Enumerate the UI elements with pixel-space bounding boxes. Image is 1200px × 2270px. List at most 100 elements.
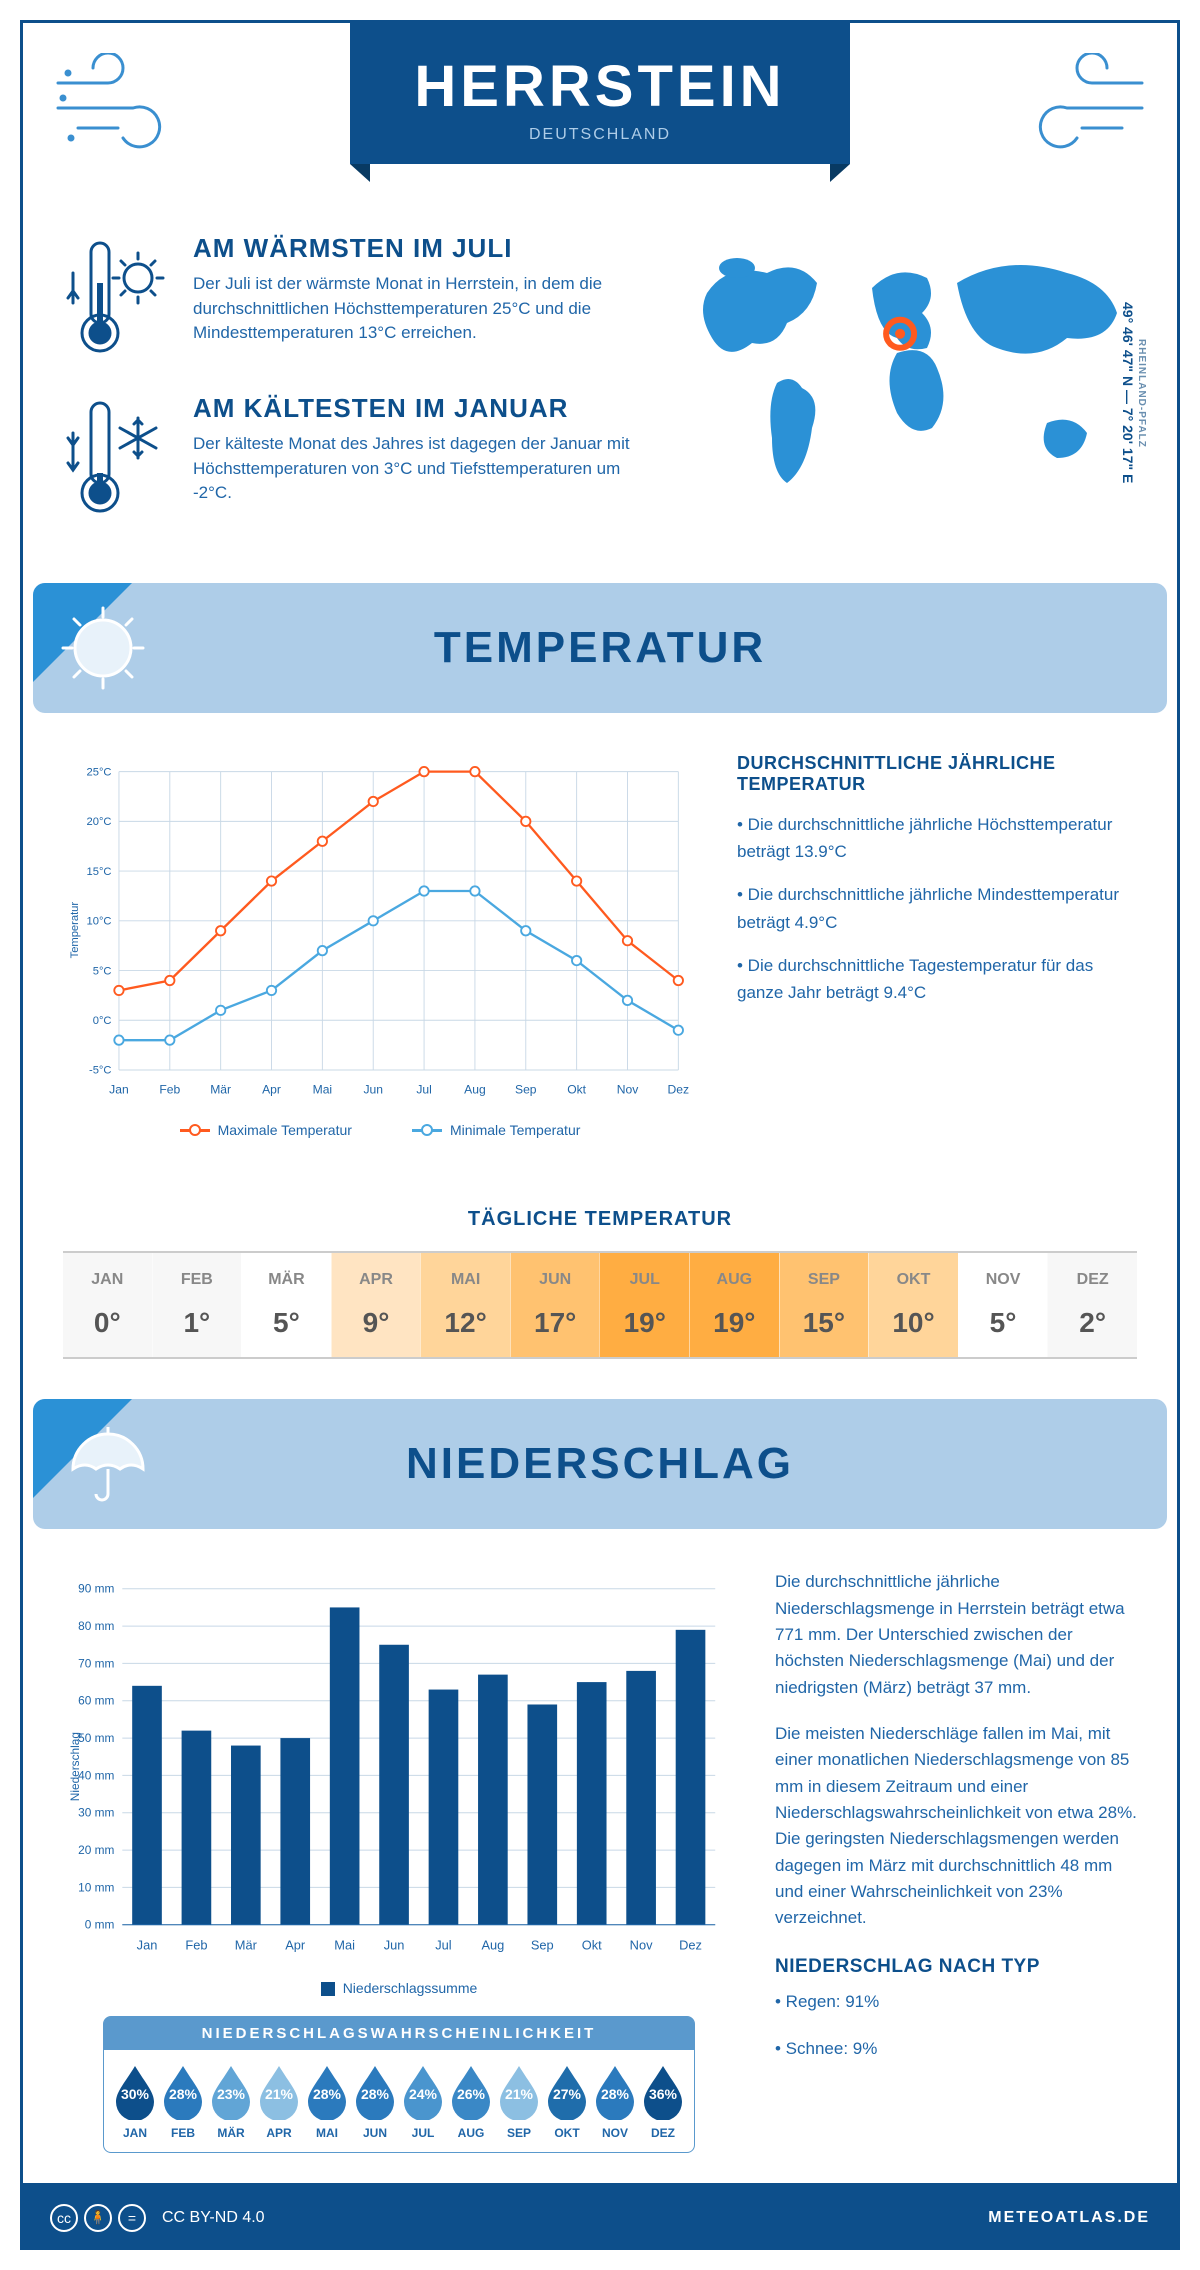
svg-text:20 mm: 20 mm <box>78 1843 114 1857</box>
probability-box: NIEDERSCHLAGSWAHRSCHEINLICHKEIT 30%JAN28… <box>103 2016 695 2153</box>
probability-drop: 28%NOV <box>592 2062 638 2140</box>
svg-text:70 mm: 70 mm <box>78 1657 114 1671</box>
temp-cell: APR9° <box>331 1253 421 1357</box>
probability-drop: 36%DEZ <box>640 2062 686 2140</box>
svg-text:Okt: Okt <box>567 1082 586 1096</box>
license-text: CC BY-ND 4.0 <box>162 2209 265 2227</box>
svg-text:Nov: Nov <box>630 1938 653 1953</box>
warmest-block: AM WÄRMSTEN IM JULI Der Juli ist der wär… <box>63 233 647 363</box>
precip-type-title: NIEDERSCHLAG NACH TYP <box>775 1952 1137 1981</box>
svg-text:90 mm: 90 mm <box>78 1582 114 1596</box>
precip-p2: Die meisten Niederschläge fallen im Mai,… <box>775 1721 1137 1932</box>
nd-icon: = <box>118 2204 146 2232</box>
temperature-chart: -5°C0°C5°C10°C15°C20°C25°CJanFebMärAprMa… <box>63 753 697 1158</box>
city-title: HERRSTEIN <box>350 53 850 120</box>
svg-text:Temperatur: Temperatur <box>69 902 81 959</box>
svg-text:Okt: Okt <box>582 1938 602 1953</box>
precip-type-p1: • Regen: 91% <box>775 1989 1137 2015</box>
temp-cell: SEP15° <box>779 1253 869 1357</box>
thermometer-cold-icon <box>63 393 173 523</box>
temp-cell: FEB1° <box>152 1253 242 1357</box>
svg-text:Aug: Aug <box>464 1082 486 1096</box>
info-section: AM WÄRMSTEN IM JULI Der Juli ist der wär… <box>23 203 1177 573</box>
temp-legend: Maximale Temperatur Minimale Temperatur <box>63 1112 697 1158</box>
precip-p1: Die durchschnittliche jährliche Niedersc… <box>775 1569 1137 1701</box>
svg-text:40 mm: 40 mm <box>78 1769 114 1783</box>
svg-text:10°C: 10°C <box>87 916 112 928</box>
temp-side-p1: • Die durchschnittliche jährliche Höchst… <box>737 811 1137 865</box>
probability-drop: 30%JAN <box>112 2062 158 2140</box>
svg-text:0 mm: 0 mm <box>85 1918 115 1932</box>
precip-title: NIEDERSCHLAG <box>33 1439 1167 1489</box>
temp-side-p3: • Die durchschnittliche Tagestemperatur … <box>737 952 1137 1006</box>
svg-text:Feb: Feb <box>185 1938 207 1953</box>
svg-text:30 mm: 30 mm <box>78 1806 114 1820</box>
temp-cell: JUL19° <box>599 1253 689 1357</box>
precip-text: Die durchschnittliche jährliche Niedersc… <box>775 1569 1137 2183</box>
legend-max: Maximale Temperatur <box>218 1122 352 1138</box>
warmest-title: AM WÄRMSTEN IM JULI <box>193 233 647 264</box>
svg-text:Jun: Jun <box>384 1938 405 1953</box>
coords-value: 49° 46' 47" N — 7° 20' 17" E <box>1120 302 1136 483</box>
world-map: RHEINLAND-PFALZ 49° 46' 47" N — 7° 20' 1… <box>677 233 1137 553</box>
country-subtitle: DEUTSCHLAND <box>350 126 850 144</box>
probability-drop: 23%MÄR <box>208 2062 254 2140</box>
thermometer-hot-icon <box>63 233 173 363</box>
probability-drop: 28%MAI <box>304 2062 350 2140</box>
svg-text:Jul: Jul <box>435 1938 451 1953</box>
svg-text:Mär: Mär <box>210 1082 231 1096</box>
svg-text:Aug: Aug <box>481 1938 504 1953</box>
svg-text:10 mm: 10 mm <box>78 1881 114 1895</box>
precip-banner: NIEDERSCHLAG <box>33 1399 1167 1529</box>
svg-text:Niederschlag: Niederschlag <box>68 1732 82 1801</box>
svg-text:50 mm: 50 mm <box>78 1731 114 1745</box>
svg-text:Nov: Nov <box>617 1082 639 1096</box>
by-icon: 🧍 <box>84 2204 112 2232</box>
precip-chart: 0 mm10 mm20 mm30 mm40 mm50 mm60 mm70 mm8… <box>63 1569 735 2183</box>
svg-text:20°C: 20°C <box>87 816 112 828</box>
svg-text:Dez: Dez <box>668 1082 690 1096</box>
coldest-text: Der kälteste Monat des Jahres ist dagege… <box>193 432 647 506</box>
license-block: cc 🧍 = CC BY-ND 4.0 <box>50 2204 265 2232</box>
temp-cell: JAN0° <box>63 1253 152 1357</box>
probability-title: NIEDERSCHLAGSWAHRSCHEINLICHKEIT <box>104 2017 694 2050</box>
temp-cell: MAI12° <box>420 1253 510 1357</box>
svg-text:Apr: Apr <box>285 1938 306 1953</box>
temp-cell: AUG19° <box>689 1253 779 1357</box>
svg-text:Jul: Jul <box>416 1082 431 1096</box>
svg-text:Sep: Sep <box>531 1938 554 1953</box>
svg-text:-5°C: -5°C <box>89 1065 111 1077</box>
title-banner: HERRSTEIN DEUTSCHLAND <box>350 23 850 164</box>
umbrella-icon <box>58 1419 148 1509</box>
sun-icon <box>58 603 148 693</box>
footer: cc 🧍 = CC BY-ND 4.0 METEOATLAS.DE <box>20 2186 1180 2250</box>
legend-min: Minimale Temperatur <box>450 1122 580 1138</box>
svg-text:Mai: Mai <box>334 1938 355 1953</box>
svg-text:Mai: Mai <box>313 1082 333 1096</box>
temp-cell: OKT10° <box>868 1253 958 1357</box>
probability-drop: 26%AUG <box>448 2062 494 2140</box>
region-label: RHEINLAND-PFALZ <box>1136 233 1147 553</box>
temp-side-title: DURCHSCHNITTLICHE JÄHRLICHE TEMPERATUR <box>737 753 1137 795</box>
svg-text:Feb: Feb <box>159 1082 180 1096</box>
temp-cell: NOV5° <box>958 1253 1048 1357</box>
footer-brand: METEOATLAS.DE <box>988 2209 1150 2227</box>
svg-text:5°C: 5°C <box>93 965 112 977</box>
svg-text:60 mm: 60 mm <box>78 1694 114 1708</box>
precip-legend: Niederschlagssumme <box>63 1970 735 2006</box>
probability-drop: 28%FEB <box>160 2062 206 2140</box>
warmest-text: Der Juli ist der wärmste Monat in Herrst… <box>193 272 647 346</box>
temp-cell: MÄR5° <box>241 1253 331 1357</box>
probability-drop: 27%OKT <box>544 2062 590 2140</box>
temp-cell: DEZ2° <box>1047 1253 1137 1357</box>
wind-icon-left <box>53 53 193 153</box>
temp-cell: JUN17° <box>510 1253 600 1357</box>
temperature-title: TEMPERATUR <box>33 623 1167 673</box>
coordinates: RHEINLAND-PFALZ 49° 46' 47" N — 7° 20' 1… <box>1120 233 1147 553</box>
svg-text:Jan: Jan <box>137 1938 158 1953</box>
cc-icon: cc <box>50 2204 78 2232</box>
daily-temp-title: TÄGLICHE TEMPERATUR <box>23 1208 1177 1231</box>
temperature-banner: TEMPERATUR <box>33 583 1167 713</box>
daily-temp-table: JAN0°FEB1°MÄR5°APR9°MAI12°JUN17°JUL19°AU… <box>63 1251 1137 1359</box>
precip-type-p2: • Schnee: 9% <box>775 2036 1137 2062</box>
